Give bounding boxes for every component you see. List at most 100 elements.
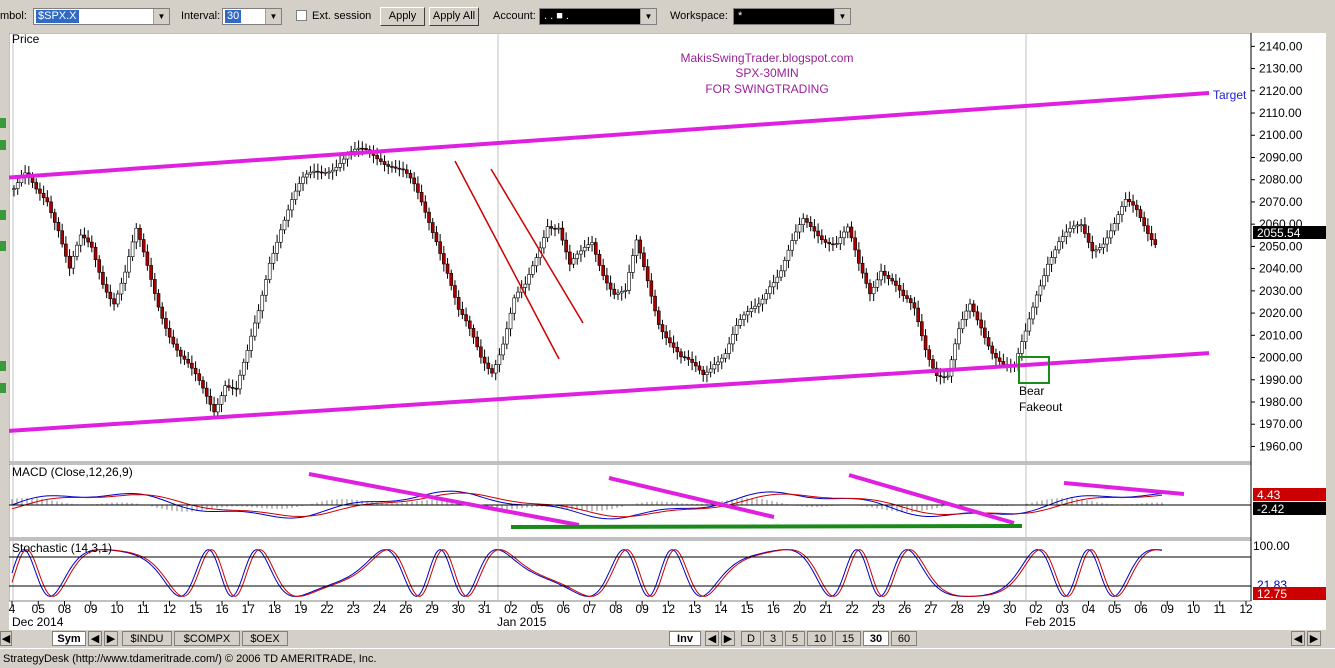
tool-icon[interactable] (0, 361, 6, 371)
candle-down (404, 169, 409, 174)
bear-fakeout-box[interactable] (1018, 356, 1050, 384)
symbol-combo[interactable]: $SPX.X ▼ (33, 8, 170, 25)
candle-up (871, 286, 876, 295)
candle-up (297, 183, 302, 192)
candle-up (590, 242, 594, 246)
interval-10[interactable]: 10 (807, 631, 833, 646)
interval-5[interactable]: 5 (785, 631, 805, 646)
nav-left-icon[interactable]: ◀ (705, 631, 719, 646)
macd-divergence-2[interactable] (608, 476, 775, 519)
nav-right-icon[interactable]: ▶ (721, 631, 735, 646)
interval-d[interactable]: D (741, 631, 761, 646)
chevron-down-icon[interactable]: ▼ (153, 9, 169, 24)
candle-up (1068, 228, 1072, 233)
candle-down (490, 368, 494, 374)
macd-divergence-3[interactable] (848, 473, 1015, 525)
tool-icon[interactable] (0, 140, 6, 150)
scroll-left-icon[interactable]: ◀ (1291, 631, 1305, 646)
candle-down (671, 342, 676, 348)
interval-30[interactable]: 30 (863, 631, 889, 646)
candle-up (293, 190, 298, 200)
candle-up (1053, 249, 1058, 258)
tab-oex[interactable]: $OEX (242, 631, 288, 646)
candle-up (256, 310, 261, 324)
candle-down (408, 173, 413, 179)
right-scrollbar[interactable] (1326, 33, 1335, 630)
ext-session-checkbox[interactable] (296, 10, 307, 21)
candle-up (530, 265, 535, 275)
macd-support-line[interactable] (510, 524, 1023, 529)
tool-icon[interactable] (0, 383, 6, 393)
candle-down (927, 349, 932, 360)
tool-icon[interactable] (0, 118, 6, 128)
candle-down (668, 337, 672, 344)
candle-down (193, 367, 198, 375)
tab-prev-icon[interactable]: ◀ (88, 631, 102, 646)
macd-divergence-1[interactable] (308, 472, 580, 527)
channel-lower-line[interactable] (8, 351, 1210, 433)
scroll-right-icon[interactable]: ▶ (1307, 631, 1321, 646)
x-tick-label: 16 (215, 602, 229, 616)
chart-area[interactable]: 2140.00 2130.00 2120.00 2110.00 2100.00 2090.… (8, 32, 1326, 630)
x-tick-label: 11 (1214, 602, 1227, 616)
y-tick-label: 1980.00 (1259, 395, 1303, 409)
interval-combo[interactable]: 30 ▼ (222, 8, 282, 25)
chevron-down-icon[interactable]: ▼ (640, 9, 656, 24)
candle-down (86, 237, 90, 243)
y-tick-label: 2040.00 (1259, 262, 1303, 276)
account-combo[interactable]: . . ■ . ▼ (539, 8, 657, 25)
candle-down (697, 365, 702, 371)
candle-down (612, 288, 617, 295)
candle-down (938, 375, 943, 377)
candle-up (760, 298, 765, 305)
macd-divergence-4[interactable] (1063, 481, 1185, 496)
tab-compx[interactable]: $COMPX (174, 631, 240, 646)
candle-down (190, 362, 194, 369)
x-tick-label: 22 (845, 602, 859, 616)
interval-60[interactable]: 60 (891, 631, 917, 646)
candle-up (1046, 263, 1050, 276)
workspace-combo[interactable]: * ▼ (733, 8, 851, 25)
candle-up (723, 353, 728, 359)
tab-indu[interactable]: $INDU (122, 631, 172, 646)
x-tick-label: 03 (1056, 602, 1070, 616)
candle-up (794, 231, 798, 241)
channel-upper-line[interactable] (8, 91, 1210, 180)
candle-down (438, 241, 442, 254)
candle-down (41, 192, 46, 199)
last-price-badge (1253, 226, 1326, 239)
interval-3[interactable]: 3 (763, 631, 783, 646)
candle-down (597, 253, 602, 266)
chevron-down-icon[interactable]: ▼ (265, 9, 281, 24)
chevron-down-icon[interactable]: ▼ (834, 9, 850, 24)
candle-down (690, 359, 694, 363)
apply-all-button[interactable]: Apply All (429, 7, 479, 26)
candle-up (545, 226, 550, 239)
apply-button[interactable]: Apply (380, 7, 425, 26)
candle-down (979, 319, 983, 329)
candle-up (708, 368, 713, 373)
month-label: Dec 2014 (12, 615, 64, 629)
interval-15[interactable]: 15 (835, 631, 861, 646)
price-panel-title: Price (12, 33, 40, 46)
candle-up (1097, 247, 1102, 251)
x-tick-label: 26 (898, 602, 912, 616)
candle-up (627, 272, 631, 291)
tool-icon[interactable] (0, 210, 6, 220)
candle-up (1027, 318, 1032, 332)
candle-up (245, 350, 250, 363)
candle-down (601, 265, 605, 276)
candle-down (890, 278, 895, 282)
candle-up (712, 364, 717, 370)
tab-sym[interactable]: Sym (52, 631, 86, 646)
scroll-left-button[interactable]: ◀ (0, 631, 12, 646)
tool-icon[interactable] (0, 241, 6, 251)
y-tick-label: 2010.00 (1259, 328, 1303, 342)
tab-next-icon[interactable]: ▶ (104, 631, 118, 646)
inv-button[interactable]: Inv (669, 631, 701, 646)
candle-down (1134, 204, 1139, 210)
trend-line-1[interactable] (454, 160, 560, 360)
candle-down (138, 227, 142, 240)
trend-line-2[interactable] (490, 168, 584, 324)
candle-down (97, 259, 102, 273)
